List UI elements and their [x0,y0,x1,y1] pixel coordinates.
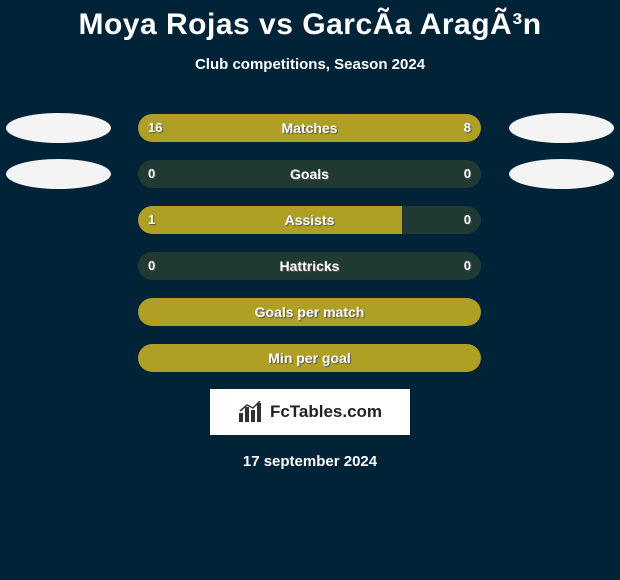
stat-label: Goals [138,160,481,188]
stat-bar-track: Matches16 8 [138,114,481,142]
page-title: Moya Rojas vs GarcÃ­a AragÃ³n [0,0,620,42]
vs-text: vs [259,8,293,41]
stat-value-left: 1 [148,206,155,234]
stat-row: Goals0 0 [0,159,620,189]
stat-row: Hattricks0 0 [0,251,620,281]
stat-row: Assists1 0 [0,205,620,235]
stat-bar-track: Min per goal [138,344,481,372]
player1-name: Moya Rojas [78,8,250,41]
stat-label: Goals per match [138,298,481,326]
stat-value-right: 0 [464,252,471,280]
stat-value-left: 0 [148,252,155,280]
stat-label: Matches [138,114,481,142]
stat-row: Goals per match [0,297,620,327]
stat-label: Assists [138,206,481,234]
stat-value-left: 0 [148,160,155,188]
stat-rows: Matches168Goals00Assists10Hattricks00Goa… [0,113,620,373]
player1-ellipse [6,159,111,189]
player2-ellipse [509,159,614,189]
date-text: 17 september 2024 [0,453,620,470]
stat-value-right: 8 [464,114,471,142]
stat-bar-track: Goals0 0 [138,160,481,188]
stat-bar-track: Hattricks0 0 [138,252,481,280]
logo-box: FcTables.com [210,389,410,435]
subtitle: Club competitions, Season 2024 [0,56,620,73]
stat-value-left: 16 [148,114,162,142]
stat-value-right: 0 [464,206,471,234]
logo-text: FcTables.com [270,402,382,422]
stat-bar-track: Assists1 0 [138,206,481,234]
logo-icon [238,401,264,423]
stat-row: Matches16 8 [0,113,620,143]
stat-label: Hattricks [138,252,481,280]
infographic-root: Moya Rojas vs GarcÃ­a AragÃ³n Club compe… [0,0,620,580]
player2-ellipse [509,113,614,143]
stat-value-right: 0 [464,160,471,188]
player1-ellipse [6,113,111,143]
stat-label: Min per goal [138,344,481,372]
stat-bar-track: Goals per match [138,298,481,326]
stat-row: Min per goal [0,343,620,373]
player2-name: GarcÃ­a AragÃ³n [302,8,541,41]
